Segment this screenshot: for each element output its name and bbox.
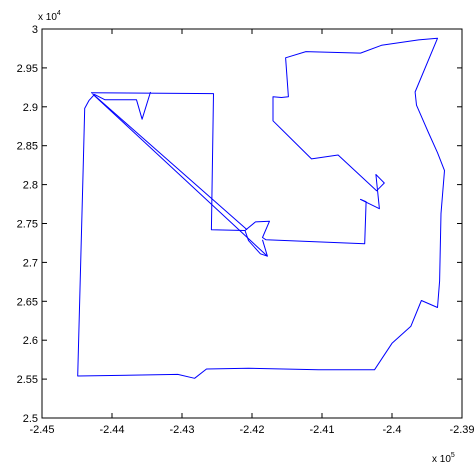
- y-tick-label: 2.65: [17, 296, 38, 308]
- x-tick-label: -2.43: [169, 424, 194, 436]
- series-line-1: [77, 37, 445, 379]
- x-tick-label: -2.42: [239, 424, 264, 436]
- series-layer: [77, 37, 445, 379]
- y-tick-label: 3: [32, 24, 38, 36]
- y-tick-label: 2.7: [23, 257, 38, 269]
- plot-area: [42, 29, 462, 418]
- y-tick-label: 2.75: [17, 219, 38, 231]
- y-tick-label: 2.95: [17, 63, 38, 75]
- y-exponent-label: x 104: [38, 10, 61, 23]
- x-tick-label: -2.41: [309, 424, 334, 436]
- x-tick-label: -2.4: [383, 424, 402, 436]
- series-line-3: [93, 94, 268, 257]
- y-tick-label: 2.55: [17, 374, 38, 386]
- y-tick-label: 2.85: [17, 141, 38, 153]
- y-tick-label: 2.6: [23, 335, 38, 347]
- y-tick-label: 2.5: [23, 413, 38, 425]
- y-axis-ticks: 2.5 2.55 2.6 2.65 2.7 2.75 2.8 2.85 2.9 2.95 3: [17, 24, 462, 425]
- series-line-4: [244, 230, 268, 257]
- x-exponent-label: x 105: [432, 452, 455, 465]
- series-line-2: [92, 93, 248, 231]
- x-tick-label: -2.44: [99, 424, 124, 436]
- x-tick-label: -2.39: [449, 424, 474, 436]
- y-tick-label: 2.9: [23, 102, 38, 114]
- axes-box: [41, 28, 463, 419]
- y-tick-label: 2.8: [23, 180, 38, 192]
- x-tick-label: -2.45: [29, 424, 54, 436]
